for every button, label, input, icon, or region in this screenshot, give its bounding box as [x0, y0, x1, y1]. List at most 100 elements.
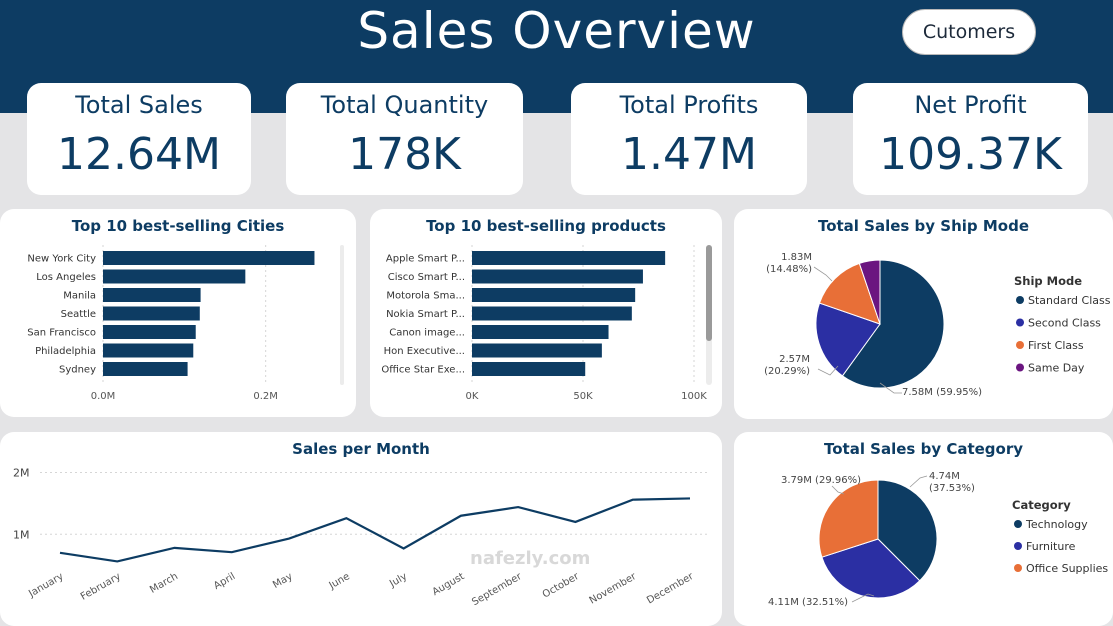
bar	[103, 306, 200, 321]
x-tick-label: 0.0M	[91, 391, 116, 402]
x-tick-label: March	[148, 571, 180, 596]
category-label: Los Angeles	[36, 272, 96, 283]
bar	[103, 362, 188, 376]
leader-line	[851, 593, 875, 603]
legend-title: Ship Mode	[1014, 274, 1082, 288]
kpi-card-total-quantity: Total Quantity 178K	[286, 83, 523, 195]
kpi-label: Total Sales	[75, 91, 203, 119]
category-label: Philadelphia	[35, 346, 96, 357]
category-label: Seattle	[61, 309, 96, 320]
kpi-card-net-profit: Net Profit 109.37K	[853, 83, 1088, 195]
legend-marker	[1014, 542, 1022, 550]
leader-line	[817, 365, 839, 376]
category-label: Sydney	[59, 365, 96, 376]
kpi-card-total-sales: Total Sales 12.64M	[27, 83, 251, 195]
legend-item: Furniture	[1026, 540, 1076, 553]
category-label: Cisco Smart P...	[388, 272, 465, 283]
chart-title: Sales per Month	[292, 440, 430, 458]
x-tick-label: 0K	[466, 391, 479, 402]
legend-item: Second Class	[1028, 317, 1101, 330]
pie-slice	[818, 262, 881, 325]
legend-title: Category	[1012, 498, 1071, 512]
bar	[472, 306, 632, 321]
cities-chart-card: Top 10 best-selling Cities 0.0M 0.2M New Y…	[0, 209, 356, 417]
data-label: (20.29%)	[764, 366, 810, 377]
x-tick-label: 100K	[681, 391, 707, 402]
x-tick-label: February	[79, 571, 123, 603]
sales-month-chart-card: Sales per Month 1M 2M January February March…	[0, 432, 722, 626]
legend-marker	[1016, 341, 1024, 349]
ship-mode-chart-card: Total Sales by Ship Mode 7.58M (59.95%) 2…	[734, 209, 1113, 419]
kpi-value: 1.47M	[621, 129, 757, 180]
kpi-label: Total Quantity	[320, 91, 489, 119]
leader-line	[879, 382, 902, 394]
kpi-label: Total Profits	[619, 91, 759, 119]
bar	[103, 288, 201, 302]
category-label: Apple Smart P...	[386, 254, 465, 265]
legend-item: Standard Class	[1028, 294, 1111, 307]
leader-line	[813, 266, 833, 282]
ship-mode-pie-chart: 7.58M (59.95%) 2.57M(20.29%) 1.83M(14.48%)…	[764, 252, 1111, 398]
x-tick-label: September	[470, 571, 524, 609]
scrollbar[interactable]	[340, 245, 344, 385]
chart-title: Total Sales by Ship Mode	[817, 217, 1030, 235]
legend-item: Technology	[1025, 518, 1088, 531]
x-tick-label: January	[26, 571, 65, 600]
pie-slice	[858, 259, 881, 325]
scrollbar-thumb[interactable]	[706, 245, 712, 341]
data-label: 2.57M	[779, 354, 810, 365]
x-tick-label: 50K	[573, 391, 593, 402]
category-label: Canon image...	[389, 328, 465, 339]
legend-marker	[1016, 296, 1024, 304]
legend-marker	[1014, 520, 1022, 528]
pie-slice	[841, 259, 945, 389]
kpi-value: 12.64M	[57, 129, 221, 180]
category-label: Manila	[63, 291, 96, 302]
legend-marker	[1016, 363, 1024, 372]
category-label: New York City	[27, 254, 96, 265]
y-tick-label: 1M	[13, 528, 30, 541]
kpi-value: 109.37K	[879, 129, 1062, 180]
x-tick-label: December	[645, 571, 696, 607]
bar	[472, 269, 643, 284]
category-pie-chart: 4.74M(37.53%) 4.11M (32.51%) 3.79M (29.96%…	[768, 471, 1108, 608]
category-label: Nokia Smart P...	[386, 309, 465, 320]
scrollbar-track[interactable]	[706, 245, 712, 385]
data-label: (37.53%)	[929, 483, 975, 494]
data-label: 7.58M (59.95%)	[902, 387, 982, 398]
bar	[472, 325, 609, 339]
pie-slice	[815, 302, 881, 377]
legend-marker	[1016, 318, 1024, 327]
x-tick-label: August	[431, 571, 467, 598]
customers-nav-button[interactable]: Cutomers	[902, 9, 1036, 55]
x-tick-label: November	[588, 571, 639, 607]
category-chart-card: Total Sales by Category 4.74M (37.53%) 4.1…	[734, 432, 1113, 626]
x-tick-label: 0.2M	[253, 391, 278, 402]
kpi-card-total-profits: Total Profits 1.47M	[571, 83, 807, 195]
category-label: Office Star Exe...	[381, 365, 465, 376]
category-label: Hon Executive...	[384, 346, 465, 357]
x-tick-label: June	[327, 571, 352, 592]
y-tick-label: 2M	[13, 467, 30, 480]
sales-month-line-chart: 1M 2M January February March April May June July…	[13, 467, 710, 609]
bar	[103, 343, 194, 358]
legend-item: First Class	[1028, 339, 1084, 352]
page-title: Sales Overview	[357, 2, 756, 60]
products-chart-card: Top 10 best-selling products 0K 50K 100K Ap…	[370, 209, 722, 417]
bar	[472, 251, 666, 265]
leader-line	[909, 475, 928, 488]
pie-slice	[877, 479, 938, 582]
bar	[103, 269, 246, 284]
x-tick-label: July	[387, 571, 409, 590]
data-label: 4.74M	[929, 471, 960, 482]
data-label: 1.83M	[781, 252, 812, 263]
series-line	[59, 497, 691, 563]
data-label: (14.48%)	[766, 264, 812, 275]
x-tick-label: April	[212, 571, 237, 592]
watermark-logo: nafezly.com	[470, 548, 591, 569]
bar	[103, 251, 315, 265]
x-tick-label: May	[271, 571, 294, 591]
products-bar-chart: 0K 50K 100K Apple Smart P... Cisco Smart P..…	[381, 245, 707, 402]
bar	[472, 343, 602, 358]
legend-marker	[1014, 564, 1022, 572]
